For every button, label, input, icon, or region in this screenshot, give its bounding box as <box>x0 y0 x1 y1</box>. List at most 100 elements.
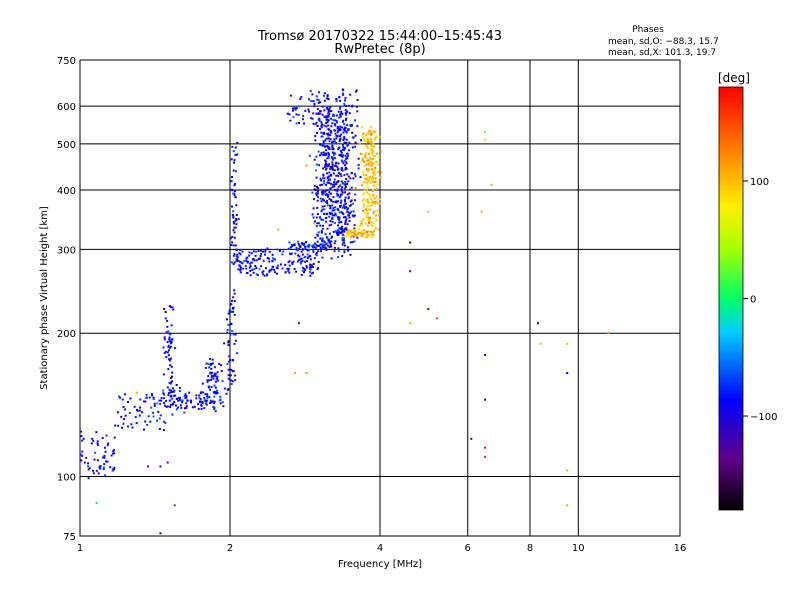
trace-point-o <box>163 404 166 407</box>
trace-point-o <box>336 126 339 128</box>
trace-point-o <box>334 189 337 192</box>
trace-point-o <box>330 174 333 177</box>
trace-point-o <box>328 215 331 218</box>
trace-point-o <box>297 240 299 243</box>
trace-point-o <box>345 141 348 144</box>
y-tick-label: 600 <box>57 102 76 113</box>
trace-point-o <box>346 124 349 127</box>
trace-point-o <box>304 247 307 250</box>
chart-subtitle: RwPretec (8p) <box>334 42 425 57</box>
trace-point-o <box>83 461 86 464</box>
trace-point-x <box>369 196 372 199</box>
trace-point-o <box>251 258 254 261</box>
trace-point-o <box>336 131 339 134</box>
isolated-point <box>484 398 487 401</box>
trace-point-x <box>365 134 367 137</box>
trace-point-o <box>337 147 340 150</box>
trace-point-o <box>347 149 350 152</box>
trace-point-o <box>341 148 344 151</box>
trace-point-x <box>362 136 365 139</box>
trace-point-o <box>335 121 338 124</box>
trace-point-x <box>369 176 372 179</box>
trace-point-o <box>343 200 346 203</box>
trace-point-o <box>347 207 350 210</box>
trace-point-o <box>342 212 345 215</box>
trace-point-o <box>353 224 356 227</box>
trace-point-o <box>213 366 216 369</box>
trace-point-o <box>326 157 329 160</box>
trace-point-o <box>326 194 329 196</box>
trace-point-o <box>324 194 327 196</box>
trace-point-o <box>147 415 150 418</box>
trace-point-o <box>328 178 331 181</box>
phase-header-x: mean, sd,X: 101.3, 19.7 <box>608 48 716 58</box>
trace-point-o <box>233 183 236 185</box>
trace-point-x <box>359 225 361 227</box>
trace-point-o <box>356 99 359 101</box>
trace-point-o <box>281 267 284 270</box>
trace-point-o <box>175 404 177 407</box>
isolated-point <box>173 504 176 507</box>
trace-point-o <box>327 119 330 122</box>
trace-point-o <box>205 362 208 365</box>
trace-point-o <box>340 189 343 192</box>
trace-point-o <box>327 195 330 198</box>
trace-point-o <box>232 263 235 265</box>
trace-point-x <box>371 145 374 148</box>
x-tick-label: 8 <box>527 543 533 554</box>
trace-point-o <box>300 257 303 260</box>
trace-point-o <box>325 149 328 152</box>
trace-point-o <box>337 231 340 234</box>
trace-point-x <box>367 141 370 143</box>
trace-point-o <box>346 210 349 213</box>
trace-point-o <box>320 121 323 124</box>
trace-point-x <box>376 171 379 173</box>
trace-point-o <box>267 257 270 260</box>
trace-point-o <box>309 270 311 273</box>
trace-point-o <box>229 374 232 377</box>
trace-point-o <box>316 233 319 236</box>
trace-point-x <box>364 140 367 143</box>
trace-point-o <box>333 138 336 141</box>
trace-point-o <box>173 389 176 392</box>
trace-point-o <box>245 260 248 263</box>
trace-point-o <box>276 272 278 275</box>
isolated-point <box>537 322 539 325</box>
trace-point-o <box>289 94 292 97</box>
trace-point-x <box>360 222 363 225</box>
trace-point-o <box>167 349 170 352</box>
trace-point-o <box>235 223 238 226</box>
trace-point-o <box>326 132 329 135</box>
trace-point-o <box>325 122 328 124</box>
trace-point-o <box>312 263 315 265</box>
trace-point-o <box>205 403 208 406</box>
trace-point-o <box>164 421 167 424</box>
trace-point-o <box>210 367 213 370</box>
trace-point-o <box>343 174 346 177</box>
trace-point-o <box>296 260 299 263</box>
trace-point-o <box>170 365 173 368</box>
trace-point-o <box>341 191 344 194</box>
trace-point-o <box>352 215 355 218</box>
trace-point-o <box>341 255 344 257</box>
trace-point-o <box>339 153 342 156</box>
trace-point-o <box>312 250 315 253</box>
trace-point-o <box>244 265 247 267</box>
trace-point-o <box>145 397 148 399</box>
trace-point-o <box>231 205 234 208</box>
trace-point-o <box>316 268 319 271</box>
trace-point-x <box>363 181 366 184</box>
trace-point-o <box>85 456 88 459</box>
trace-point-o <box>311 117 314 120</box>
trace-point-o <box>320 131 323 134</box>
trace-point-o <box>249 274 252 277</box>
trace-point-o <box>226 331 229 334</box>
trace-point-o <box>329 167 332 170</box>
trace-point-o <box>339 221 342 223</box>
trace-point-o <box>290 253 292 256</box>
trace-point-o <box>352 136 355 139</box>
trace-point-o <box>332 200 335 203</box>
trace-point-o <box>230 368 233 371</box>
trace-point-x <box>366 145 368 148</box>
trace-point-x <box>375 188 378 190</box>
